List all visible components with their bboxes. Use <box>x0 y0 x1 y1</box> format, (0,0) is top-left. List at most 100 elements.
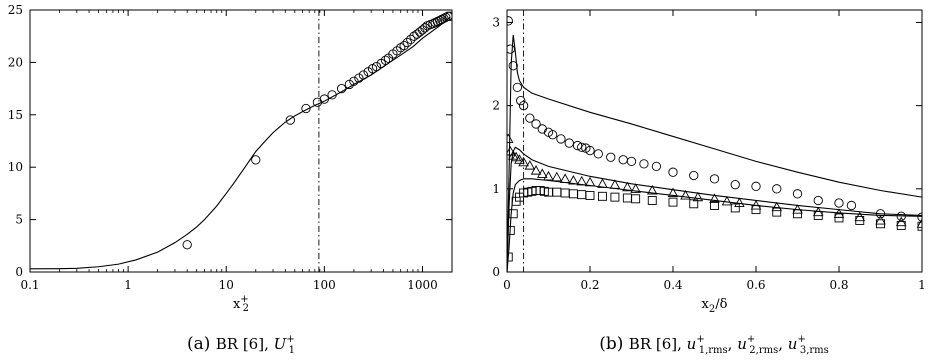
square-marker <box>598 191 607 201</box>
x-tick-label: 100 <box>313 278 336 292</box>
x-tick-label: 0.8 <box>829 278 848 292</box>
triangle-marker <box>709 193 720 203</box>
square-marker <box>622 193 632 203</box>
triangle-marker <box>792 204 803 214</box>
circle-marker <box>525 113 535 123</box>
circle-marker <box>730 180 740 190</box>
triangle-marker <box>537 168 548 178</box>
x-axis-label: x2/δ <box>702 297 728 315</box>
triangle-marker <box>568 175 579 185</box>
circle-marker <box>507 16 513 26</box>
triangle-marker <box>507 133 514 143</box>
circle-marker <box>572 140 583 151</box>
square-marker <box>855 215 865 225</box>
square-marker <box>508 209 518 219</box>
triangle-marker <box>721 195 733 206</box>
x-tick-label: 0.4 <box>663 278 682 292</box>
series-line <box>507 146 922 272</box>
square-marker <box>751 205 761 215</box>
circle-marker <box>441 12 451 22</box>
y-tick-label: 1 <box>492 182 500 196</box>
circle-marker <box>251 155 261 165</box>
y-tick-label: 2 <box>492 99 500 113</box>
y-tick-label: 15 <box>8 108 23 122</box>
triangle-marker <box>524 160 536 170</box>
circle-marker <box>593 149 603 159</box>
circle-marker <box>399 40 409 51</box>
y-tick-label: 3 <box>492 15 500 29</box>
square-marker <box>917 221 922 231</box>
triangle-marker <box>630 183 641 193</box>
triangle-marker <box>667 187 679 198</box>
triangle-marker <box>597 178 608 188</box>
triangle-marker <box>646 185 658 195</box>
triangle-marker <box>771 201 783 212</box>
triangle-marker <box>543 170 554 181</box>
circle-marker <box>709 174 720 184</box>
x-tick-label: 1 <box>124 278 132 292</box>
circle-marker <box>285 115 295 125</box>
panel-caption: (b) BR [6], u+ 1,rms, u+ 2,rms, u+ 3,rms <box>599 334 829 356</box>
circle-marker <box>371 61 382 72</box>
circle-marker <box>606 152 616 162</box>
panel-a: 0.1 1 10 100 1000 0 5 10 15 20 25 x+ 2 (a) BR [6], U+… <box>8 3 453 356</box>
square-marker <box>813 210 823 220</box>
circle-marker <box>445 11 452 21</box>
y-tick-label: 0 <box>492 265 500 279</box>
x-tick-label: 0.2 <box>580 278 599 292</box>
circle-marker <box>507 44 515 54</box>
square-marker <box>896 220 906 230</box>
triangle-marker <box>551 171 563 182</box>
square-marker <box>834 213 844 223</box>
series-line <box>30 16 451 270</box>
triangle-marker <box>559 173 571 183</box>
circle-marker <box>508 61 518 71</box>
plot-frame <box>29 9 453 273</box>
triangle-marker <box>750 200 762 210</box>
circle-marker <box>358 70 369 80</box>
triangle-marker <box>833 208 845 218</box>
circle-marker <box>668 167 678 177</box>
square-marker <box>876 219 885 229</box>
square-marker <box>585 191 595 200</box>
circle-marker <box>792 189 803 199</box>
circle-marker <box>402 37 412 48</box>
triangle-marker <box>507 150 519 160</box>
triangle-marker <box>576 175 587 186</box>
square-marker <box>772 207 782 217</box>
square-marker <box>689 199 699 209</box>
circle-marker <box>639 159 649 169</box>
circle-marker <box>875 209 886 219</box>
circle-marker <box>415 27 425 37</box>
square-marker <box>647 196 657 205</box>
y-tick-label: 0 <box>15 265 23 279</box>
circle-marker <box>651 161 662 172</box>
series-group <box>30 11 452 270</box>
circle-marker <box>548 130 558 140</box>
square-marker <box>560 188 570 198</box>
triangle-marker <box>680 190 691 200</box>
circle-marker <box>556 134 566 144</box>
x-tick-label: 1000 <box>407 278 438 292</box>
circle-marker <box>380 55 391 65</box>
triangle-marker <box>622 181 633 192</box>
square-marker <box>577 190 587 200</box>
triangle-marker <box>530 165 542 175</box>
x-tick-label: 0.1 <box>20 278 39 292</box>
x-axis-label: x+ 2 <box>233 294 249 314</box>
circle-marker <box>430 17 440 28</box>
square-marker <box>568 189 578 199</box>
triangle-marker <box>916 218 922 228</box>
circle-marker <box>846 200 857 211</box>
circle-marker <box>896 211 906 221</box>
triangle-marker <box>609 179 621 189</box>
circle-marker <box>349 76 359 86</box>
x-tick-label: 0.6 <box>746 278 765 292</box>
square-marker <box>730 203 740 213</box>
square-marker <box>552 187 562 197</box>
square-marker <box>507 225 515 235</box>
triangle-marker <box>518 156 529 167</box>
y-tick-label: 20 <box>8 55 23 69</box>
circle-marker <box>439 13 449 24</box>
